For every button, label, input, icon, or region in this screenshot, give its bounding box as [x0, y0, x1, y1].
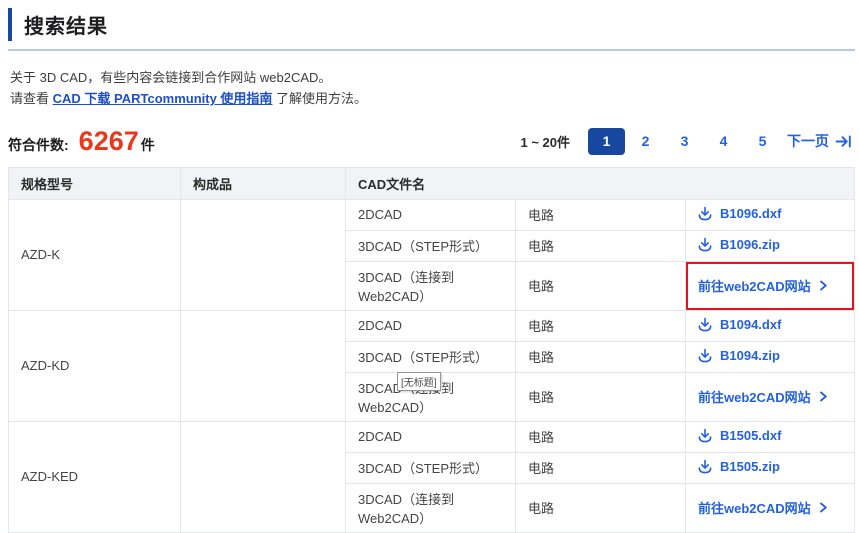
model-cell: AZD-KED [8, 420, 181, 533]
download-link[interactable]: B1096.dxf [698, 206, 789, 221]
page-title: 搜索结果 [24, 16, 108, 38]
table-row: AZD-KED 2DCAD 电路 B1505.dxf [8, 420, 855, 533]
title-accent-bar: 搜索结果 [8, 8, 855, 41]
link-cell: B1096.zip [685, 229, 855, 262]
download-link[interactable]: B1096.zip [698, 237, 788, 252]
download-icon [698, 459, 712, 474]
category-cell: 电路 [515, 309, 686, 342]
cad-type-cell: 3DCAD（连接到Web2CAD） [345, 260, 516, 311]
download-icon [698, 206, 712, 221]
count-label: 符合件数: [8, 136, 69, 153]
link-cell: 前往web2CAD网站 [685, 371, 855, 422]
download-link[interactable]: B1094.dxf [698, 317, 789, 332]
link-cell: B1094.dxf [685, 309, 855, 342]
model-cell: AZD-KD [8, 309, 181, 422]
table-header-row: 规格型号 构成品 CAD文件名 [8, 166, 855, 200]
header-model: 规格型号 [8, 166, 181, 200]
page-button-4[interactable]: 4 [719, 133, 728, 150]
download-icon [698, 348, 712, 363]
component-cell [180, 420, 346, 533]
header-component: 构成品 [180, 166, 346, 200]
header-cad-file: CAD文件名 [345, 166, 855, 200]
cad-type-cell: 3DCAD（连接到Web2CAD） [345, 482, 516, 533]
result-count: 符合件数: 6267 件 [8, 125, 155, 156]
cad-type-cell: 2DCAD [345, 198, 516, 231]
download-link[interactable]: B1505.zip [698, 459, 788, 474]
download-icon [698, 237, 712, 252]
table-row: 3DCAD（连接到Web2CAD）电路前往web2CAD网站 [9, 260, 855, 311]
cad-type-cell: 3DCAD（STEP形式） [345, 451, 516, 484]
category-cell: 电路 [515, 198, 686, 231]
category-cell: 电路 [515, 482, 686, 533]
web2cad-link[interactable]: 前往web2CAD网站 [698, 498, 828, 517]
page-button-3[interactable]: 3 [680, 133, 689, 150]
download-link[interactable]: B1505.dxf [698, 428, 789, 443]
table-row: 3DCAD（STEP形式） 电路 B1096.zip [9, 229, 855, 262]
page-button-1[interactable]: 1 [588, 127, 625, 155]
cad-type-cell: 2DCAD [345, 309, 516, 342]
last-page-button[interactable] [835, 134, 853, 149]
intro-line-2-prefix: 请查看 [10, 91, 53, 107]
download-icon [698, 317, 712, 332]
link-cell: B1505.zip [685, 451, 855, 484]
category-cell: 电路 [515, 451, 686, 484]
link-cell-highlighted: 前往web2CAD网站 [685, 260, 855, 311]
category-cell: 电路 [515, 340, 686, 373]
table-row: AZD-KD 2DCAD 电路 B1094.dxf [8, 309, 855, 422]
link-hover-tooltip: [无标题] [397, 372, 441, 391]
next-page-link[interactable]: 下一页 [787, 133, 829, 150]
web2cad-link[interactable]: 前往web2CAD网站 [698, 276, 828, 295]
intro-line-2-suffix: 了解使用方法。 [272, 91, 368, 107]
intro-text: 关于 3D CAD，有些内容会链接到合作网站 web2CAD。 请查看 CAD … [10, 67, 855, 110]
cad-type-cell: 3DCAD（STEP形式） [345, 229, 516, 262]
usage-guide-link[interactable]: CAD 下载 PARTcommunity 使用指南 [52, 91, 273, 107]
component-cell [180, 198, 346, 311]
link-cell: B1096.dxf [685, 198, 855, 231]
count-value: 6267 [78, 125, 139, 156]
chevron-right-icon [819, 502, 828, 513]
download-link[interactable]: B1094.zip [698, 348, 788, 363]
title-section: 搜索结果 [8, 8, 855, 51]
chevron-right-icon [819, 280, 828, 291]
count-unit: 件 [140, 136, 155, 153]
intro-line-1: 关于 3D CAD，有些内容会链接到合作网站 web2CAD。 [10, 70, 332, 85]
link-cell: 前往web2CAD网站 [685, 482, 855, 533]
arrow-to-bar-icon [835, 134, 853, 149]
category-cell: 电路 [515, 229, 686, 262]
page-range-label: 1 ~ 20件 [520, 134, 570, 150]
category-cell: 电路 [515, 371, 686, 422]
cad-type-cell: 3DCAD（STEP形式） [345, 340, 516, 373]
intro-line-2: 请查看 CAD 下载 PARTcommunity 使用指南 了解使用方法。 [10, 88, 855, 109]
page-button-5[interactable]: 5 [758, 133, 767, 150]
table-row: 3DCAD（STEP形式） 电路 B1094.zip [9, 340, 855, 373]
page-button-2[interactable]: 2 [641, 133, 650, 150]
link-cell: B1505.dxf [685, 420, 855, 453]
category-cell: 电路 [515, 260, 686, 311]
table-row: AZD-K 2DCAD 电路 B1096.dxf [8, 198, 855, 311]
cad-type-cell: 2DCAD [345, 420, 516, 453]
download-icon [698, 428, 712, 443]
chevron-right-icon [819, 391, 828, 402]
component-cell [180, 309, 346, 422]
link-cell: B1094.zip [685, 340, 855, 373]
category-cell: 电路 [515, 420, 686, 453]
web2cad-link[interactable]: 前往web2CAD网站 [698, 387, 828, 406]
model-cell: AZD-K [8, 198, 181, 311]
